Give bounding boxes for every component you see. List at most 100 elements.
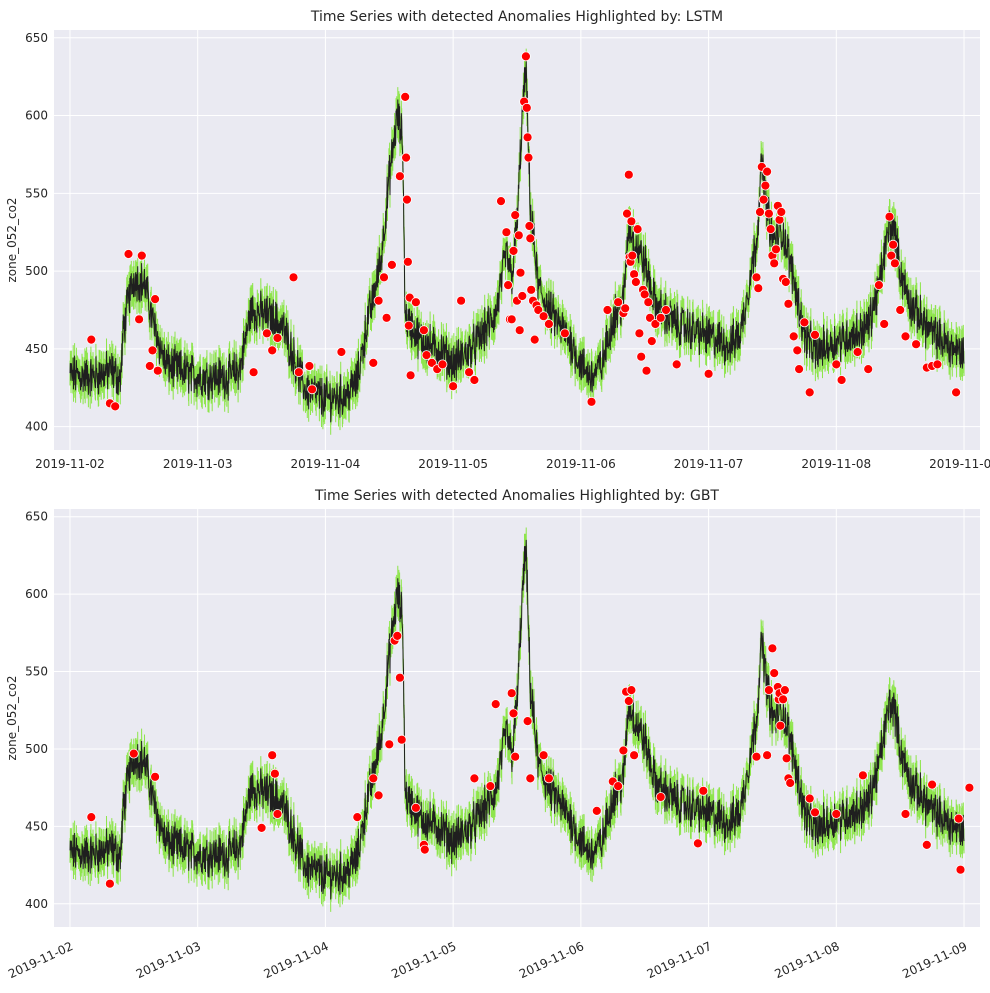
anomaly-point	[521, 102, 532, 113]
anomaly-point	[136, 250, 147, 261]
anomaly-point	[373, 790, 384, 801]
y-tick-label: 400	[25, 897, 48, 911]
anomaly-point	[368, 357, 379, 368]
y-tick-label: 500	[25, 742, 48, 756]
y-tick-label: 450	[25, 342, 48, 356]
anomaly-point	[858, 770, 868, 781]
x-tick-label: 2019-11-03	[134, 939, 203, 981]
anomaly-point	[955, 864, 966, 875]
anomaly-point	[402, 256, 413, 267]
x-tick-label: 2019-11-04	[262, 939, 331, 981]
anomaly-point	[900, 809, 911, 819]
anomaly-point	[629, 750, 639, 761]
anomaly-point	[921, 840, 932, 850]
anomaly-point	[269, 768, 280, 779]
anomaly-point	[304, 361, 315, 371]
anomaly-point	[522, 132, 533, 143]
anomaly-point	[634, 328, 645, 339]
anomaly-point	[256, 823, 267, 833]
anomaly-point	[767, 643, 778, 654]
anomaly-point	[307, 384, 318, 395]
anomaly-point	[401, 152, 412, 163]
y-tick-label: 650	[25, 31, 48, 45]
x-tick-label: 2019-11-05	[418, 457, 488, 471]
anomaly-point	[110, 401, 121, 412]
anomaly-point	[758, 194, 769, 205]
anomaly-point	[523, 152, 534, 163]
y-tick-label: 450	[25, 819, 48, 833]
anomaly-point	[951, 387, 961, 398]
anomaly-point	[755, 207, 765, 217]
y-tick-label: 600	[25, 587, 48, 601]
anomaly-point	[760, 180, 771, 191]
anomaly-point	[836, 375, 847, 385]
anomaly-point	[134, 314, 145, 325]
anomaly-point	[783, 298, 794, 309]
anomaly-point	[293, 367, 304, 378]
anomaly-point	[456, 295, 467, 306]
anomaly-point	[775, 720, 786, 731]
y-tick-label: 650	[25, 510, 48, 524]
chart-title: Time Series with detected Anomalies High…	[314, 488, 719, 504]
anomaly-point	[751, 751, 762, 762]
anomaly-point	[927, 779, 937, 790]
y-tick-label: 550	[25, 665, 48, 679]
anomaly-point	[496, 196, 506, 207]
anomaly-point	[524, 221, 535, 231]
anomaly-point	[560, 328, 570, 339]
anomaly-point	[272, 333, 283, 343]
x-tick-label: 2019-11-04	[291, 457, 361, 471]
anomaly-point	[503, 280, 514, 291]
anomaly-point	[769, 668, 780, 678]
anomaly-point	[514, 325, 525, 336]
anomaly-point	[631, 277, 641, 287]
anomaly-point	[586, 396, 597, 407]
anomaly-point	[627, 250, 638, 261]
anomaly-point	[261, 328, 272, 339]
anomaly-point	[386, 259, 397, 270]
anomaly-point	[538, 750, 549, 761]
anomaly-point	[513, 230, 524, 241]
anomaly-point	[884, 211, 895, 222]
anomaly-point	[764, 685, 774, 695]
anomaly-point	[762, 166, 772, 177]
anomaly-point	[490, 699, 501, 709]
anomaly-point	[150, 771, 161, 782]
anomaly-point	[402, 194, 412, 205]
anomaly-point	[86, 334, 97, 345]
anomaly-point	[144, 361, 155, 371]
anomaly-point	[788, 331, 799, 342]
anomaly-point	[515, 267, 526, 278]
anomaly-point	[517, 291, 528, 301]
anomaly-point	[384, 739, 395, 750]
anomaly-point	[368, 773, 379, 784]
x-tick-label: 2019-11-08	[801, 457, 871, 471]
anomaly-point	[267, 345, 278, 356]
anomaly-point	[879, 319, 890, 329]
anomaly-point	[643, 297, 654, 308]
anomaly-point	[626, 216, 637, 227]
anomaly-point	[964, 782, 975, 793]
anomaly-point	[932, 359, 943, 370]
anomaly-point	[613, 781, 623, 791]
anomaly-point	[410, 297, 421, 308]
anomaly-point	[911, 339, 921, 350]
anomaly-point	[392, 631, 403, 641]
anomaly-point	[522, 716, 533, 726]
anomaly-point	[618, 745, 629, 756]
anomaly-point	[831, 809, 842, 819]
anomaly-point	[646, 336, 657, 347]
y-tick-label: 400	[25, 420, 48, 434]
anomaly-point	[792, 345, 803, 356]
anomaly-point	[626, 685, 637, 695]
anomaly-point	[753, 283, 764, 294]
x-tick-label: 2019-11-03	[163, 457, 233, 471]
anomaly-point	[272, 809, 283, 819]
anomaly-point	[508, 708, 519, 719]
anomaly-point	[645, 312, 655, 323]
chart-title: Time Series with detected Anomalies High…	[310, 9, 723, 25]
x-tick-label: 2019-11-07	[645, 939, 714, 981]
anomaly-point	[437, 359, 448, 370]
anomaly-point	[804, 793, 815, 804]
x-tick-label: 2019-11-05	[389, 939, 458, 981]
